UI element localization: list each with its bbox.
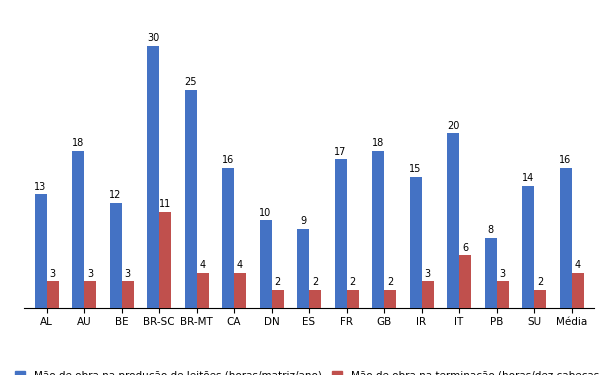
Text: 3: 3 xyxy=(87,269,93,279)
Text: 2: 2 xyxy=(274,278,281,288)
Text: 3: 3 xyxy=(424,269,431,279)
Text: 6: 6 xyxy=(462,243,468,253)
Text: 2: 2 xyxy=(387,278,393,288)
Bar xyxy=(447,133,459,308)
Legend: Mão de obra na produção de leitões (horas/matriz/ano), Mão de obra na terminação: Mão de obra na produção de leitões (hora… xyxy=(11,367,600,375)
Bar xyxy=(372,151,384,308)
Bar xyxy=(84,281,96,308)
Bar xyxy=(72,151,84,308)
Text: 9: 9 xyxy=(300,216,306,226)
Text: 11: 11 xyxy=(159,199,171,209)
Text: 2: 2 xyxy=(312,278,318,288)
Bar xyxy=(35,194,47,308)
Text: 16: 16 xyxy=(559,156,572,165)
Text: 4: 4 xyxy=(199,260,206,270)
Bar xyxy=(297,229,309,308)
Bar xyxy=(421,281,433,308)
Text: 3: 3 xyxy=(499,269,506,279)
Text: 2: 2 xyxy=(537,278,543,288)
Bar xyxy=(384,290,396,308)
Text: 18: 18 xyxy=(372,138,384,148)
Bar xyxy=(47,281,59,308)
Bar xyxy=(459,255,471,308)
Bar xyxy=(485,238,497,308)
Text: 20: 20 xyxy=(447,121,459,130)
Bar xyxy=(335,159,347,308)
Bar xyxy=(534,290,546,308)
Text: 4: 4 xyxy=(574,260,581,270)
Bar xyxy=(121,281,133,308)
Text: 3: 3 xyxy=(49,269,56,279)
Text: 25: 25 xyxy=(184,77,197,87)
Text: 16: 16 xyxy=(222,156,234,165)
Text: 2: 2 xyxy=(349,278,356,288)
Text: 13: 13 xyxy=(34,182,47,192)
Bar xyxy=(309,290,321,308)
Text: 15: 15 xyxy=(409,164,422,174)
Bar xyxy=(260,220,271,308)
Bar xyxy=(159,211,171,308)
Text: 17: 17 xyxy=(334,147,347,157)
Bar xyxy=(560,168,571,308)
Text: 14: 14 xyxy=(522,173,534,183)
Bar xyxy=(234,273,246,308)
Bar xyxy=(571,273,583,308)
Bar xyxy=(271,290,284,308)
Bar xyxy=(222,168,234,308)
Bar xyxy=(409,177,421,308)
Text: 3: 3 xyxy=(124,269,131,279)
Bar xyxy=(347,290,359,308)
Text: 4: 4 xyxy=(237,260,243,270)
Bar xyxy=(522,186,534,308)
Text: 18: 18 xyxy=(72,138,84,148)
Bar xyxy=(110,203,121,308)
Text: 10: 10 xyxy=(259,208,272,218)
Text: 8: 8 xyxy=(487,225,494,235)
Bar xyxy=(185,90,197,308)
Bar xyxy=(497,281,509,308)
Bar xyxy=(147,46,159,308)
Bar xyxy=(197,273,209,308)
Text: 30: 30 xyxy=(147,33,159,44)
Text: 12: 12 xyxy=(109,190,122,200)
